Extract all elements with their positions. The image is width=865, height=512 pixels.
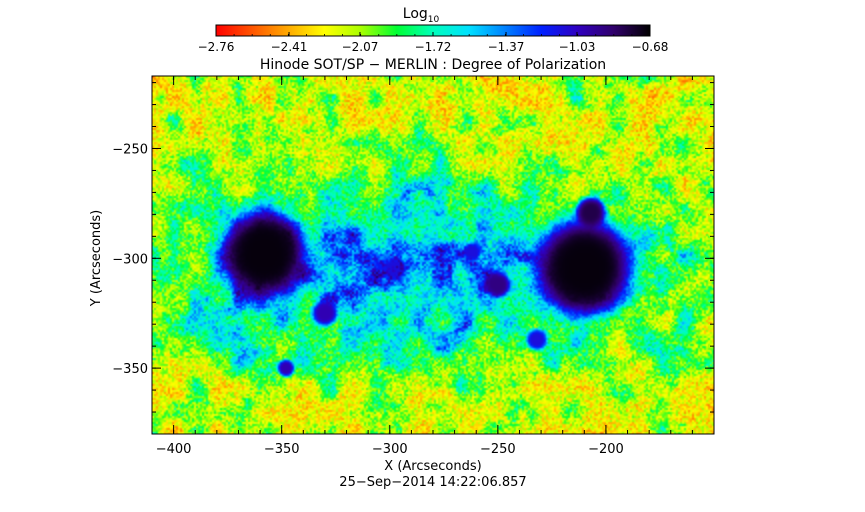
x-tick-label: −200 [588, 442, 624, 457]
timestamp: 25−Sep−2014 14:22:06.857 [339, 475, 526, 490]
colorbar-tick-label: −1.72 [415, 40, 452, 54]
x-axis-label: X (Arcseconds) [384, 459, 481, 474]
x-tick-label: −400 [156, 442, 192, 457]
colorbar-tick-label: −1.03 [559, 40, 596, 54]
colorbar-tick-label: −2.76 [198, 40, 235, 54]
y-tick-label: −300 [112, 252, 148, 267]
colorbar-tick-label: −1.37 [488, 40, 525, 54]
y-axis: −250 −300 −350 [112, 82, 714, 435]
x-tick-label: −350 [264, 442, 300, 457]
colorbar: Log10 −2.76 −2.41 −2.07 −1.72 −1.37 −1.03 −0.6… [198, 6, 669, 54]
x-tick-label: −300 [372, 442, 408, 457]
colorbar-tick-label: −2.07 [342, 40, 379, 54]
y-tick-label: −250 [112, 142, 148, 157]
chart-title: Hinode SOT/SP − MERLIN : Degree of Polar… [260, 57, 606, 73]
colorbar-label: Log10 [403, 6, 440, 25]
y-axis-label: Y (Arcseconds) [89, 210, 104, 307]
x-tick-label: −250 [480, 442, 516, 457]
plot-area: −400 −350 −300 −250 −200 −250 −300 −350 [112, 75, 715, 457]
colorbar-tick-label: −2.41 [271, 40, 308, 54]
colorbar-ticks: −2.76 −2.41 −2.07 −1.72 −1.37 −1.03 −0.68 [198, 32, 669, 54]
x-axis: −400 −350 −300 −250 −200 [151, 76, 715, 457]
heatmap-image [152, 76, 714, 434]
colorbar-tick-label: −0.68 [632, 40, 669, 54]
y-tick-label: −350 [112, 362, 148, 377]
